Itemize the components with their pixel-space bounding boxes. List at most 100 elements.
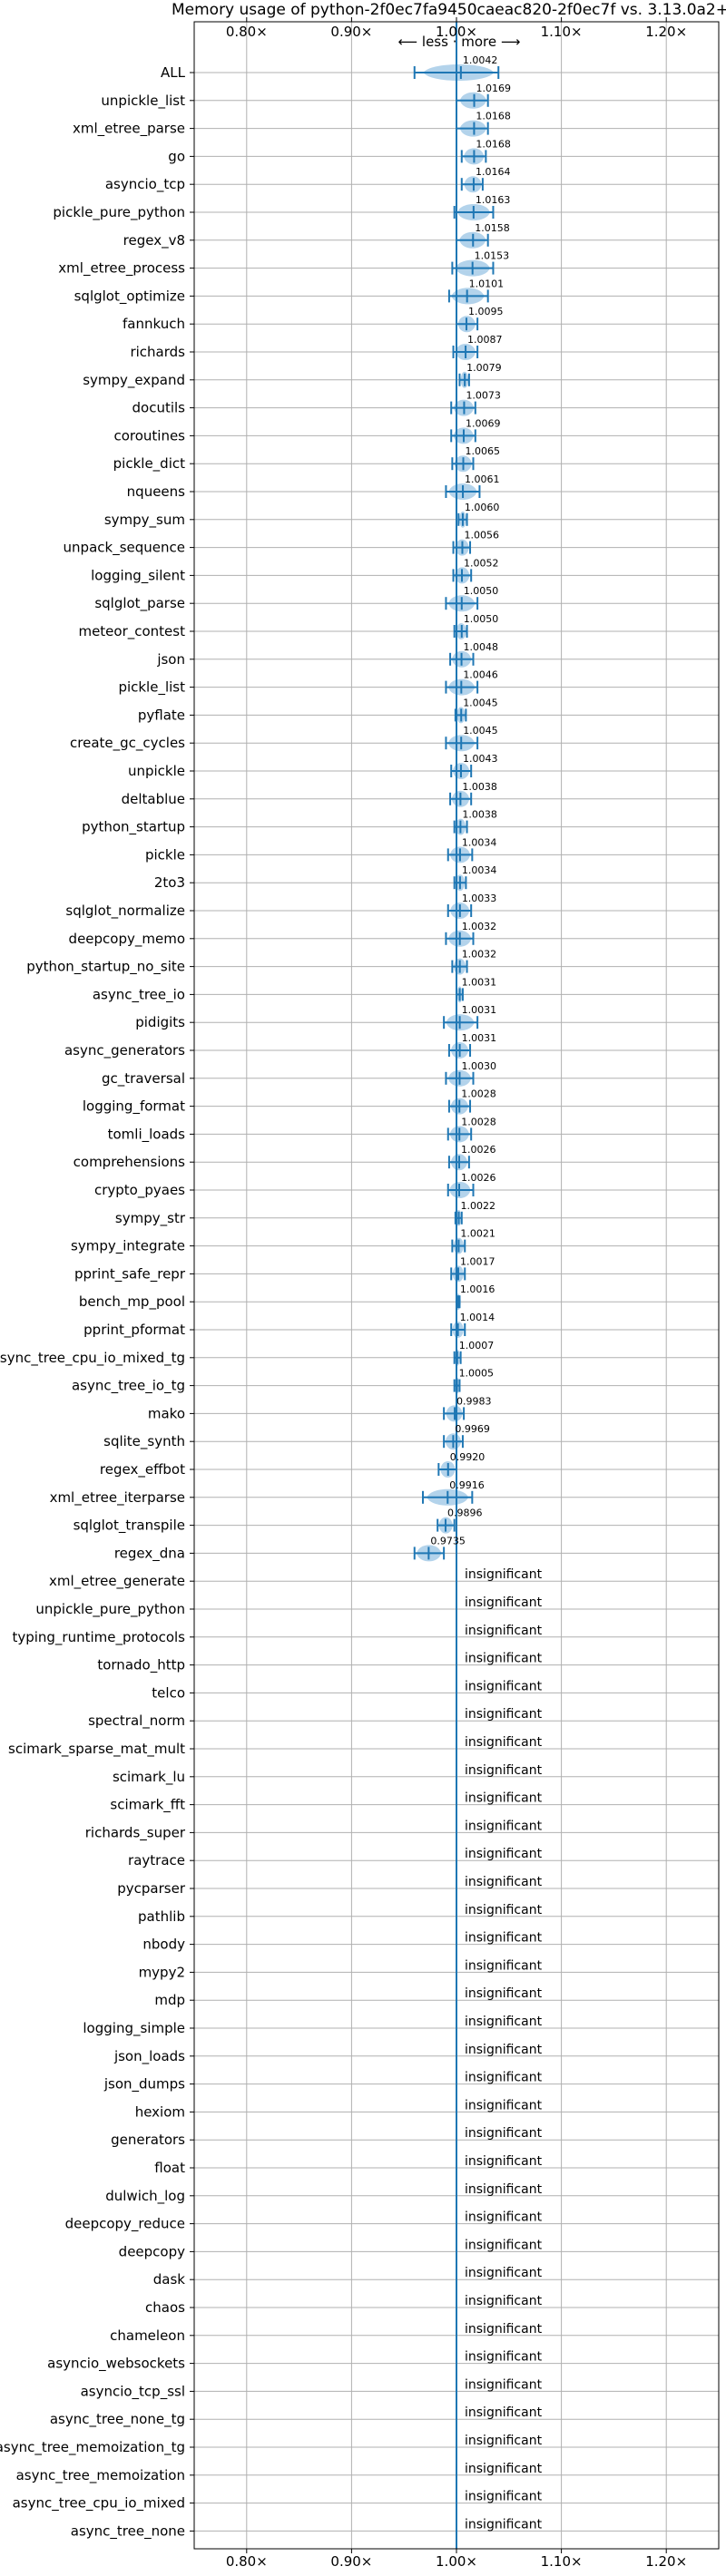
category-label: dask xyxy=(153,2271,186,2288)
insignificant-label: insignificant xyxy=(465,2490,543,2504)
value-label: 1.0046 xyxy=(463,669,498,681)
insignificant-label: insignificant xyxy=(465,2182,543,2197)
category-label: async_tree_none_tg xyxy=(50,2411,185,2428)
insignificant-label: insignificant xyxy=(465,2462,543,2476)
category-label: deepcopy xyxy=(119,2243,185,2259)
category-label: dulwich_log xyxy=(105,2188,185,2205)
value-label: 1.0056 xyxy=(464,530,499,542)
category-label: pprint_pformat xyxy=(83,1322,185,1339)
category-label: pyflate xyxy=(138,707,185,723)
value-label: 1.0050 xyxy=(464,585,499,597)
category-label: unpack_sequence xyxy=(64,540,185,557)
insignificant-label: insignificant xyxy=(465,2071,543,2085)
category-label: json_loads xyxy=(113,2048,185,2065)
value-label: 1.0169 xyxy=(476,83,512,94)
category-label: xml_etree_iterparse xyxy=(50,1489,185,1507)
category-label: async_tree_cpu_io_mixed xyxy=(13,2495,185,2513)
category-label: chameleon xyxy=(110,2327,185,2344)
x-tick-label-bottom: 0.90× xyxy=(330,2553,372,2570)
category-label: chaos xyxy=(145,2299,185,2316)
insignificant-label: insignificant xyxy=(465,2350,543,2365)
value-label: 1.0005 xyxy=(459,1368,495,1380)
category-label: create_gc_cycles xyxy=(70,735,185,752)
insignificant-label: insignificant xyxy=(465,2154,543,2169)
value-label: 1.0031 xyxy=(462,976,497,988)
value-label: 1.0045 xyxy=(463,725,498,737)
category-label: pickle_dict xyxy=(113,455,185,473)
value-label: 1.0168 xyxy=(476,111,511,122)
category-label: async_tree_io_tg xyxy=(72,1378,185,1395)
category-label: xml_etree_process xyxy=(58,260,185,278)
category-label: python_startup_no_site xyxy=(26,959,185,976)
insignificant-label: insignificant xyxy=(465,1931,543,1946)
value-label: 1.0073 xyxy=(466,390,501,402)
category-label: pycparser xyxy=(117,1880,186,1897)
category-label: richards_super xyxy=(85,1824,186,1841)
category-label: sympy_expand xyxy=(83,372,185,389)
category-label: logging_format xyxy=(83,1098,185,1116)
insignificant-label: insignificant xyxy=(465,2238,543,2252)
category-label: generators xyxy=(111,2132,185,2148)
category-label: meteor_contest xyxy=(78,623,185,640)
category-label: async_tree_cpu_io_mixed_tg xyxy=(0,1350,185,1367)
insignificant-label: insignificant xyxy=(465,2266,543,2280)
value-label: 1.0014 xyxy=(460,1312,495,1323)
insignificant-label: insignificant xyxy=(465,2377,543,2392)
category-label: xml_etree_parse xyxy=(73,121,185,138)
insignificant-label: insignificant xyxy=(465,2210,543,2225)
category-label: telco xyxy=(152,1684,185,1701)
insignificant-label: insignificant xyxy=(465,1567,543,1582)
value-label: 1.0050 xyxy=(464,613,499,625)
value-label: 1.0060 xyxy=(465,502,500,513)
value-label: 1.0017 xyxy=(460,1255,495,1267)
value-label: 1.0065 xyxy=(466,445,501,457)
plot-frame xyxy=(193,21,720,2550)
x-tick-label-top: 1.10× xyxy=(541,24,583,40)
category-label: logging_silent xyxy=(91,567,185,584)
value-label: 1.0043 xyxy=(463,753,498,765)
category-label: coroutines xyxy=(113,427,185,444)
category-label: scimark_sparse_mat_mult xyxy=(8,1741,185,1758)
category-label: tornado_http xyxy=(97,1657,185,1674)
x-tick-label-bottom: 1.20× xyxy=(645,2553,687,2570)
category-label: sympy_integrate xyxy=(71,1238,185,1255)
value-label: 0.9920 xyxy=(450,1451,486,1463)
category-label: asyncio_tcp xyxy=(105,176,185,193)
insignificant-label: insignificant xyxy=(465,1707,543,1722)
value-label: 1.0038 xyxy=(462,809,497,821)
category-label: typing_runtime_protocols xyxy=(12,1629,185,1646)
value-label: 0.9969 xyxy=(455,1423,489,1435)
insignificant-label: insignificant xyxy=(465,1595,543,1610)
x-tick-label-bottom: 1.00× xyxy=(436,2553,477,2570)
category-label: pidigits xyxy=(135,1014,185,1030)
category-label: sqlglot_transpile xyxy=(74,1517,185,1535)
value-label: 1.0030 xyxy=(461,1060,496,1072)
category-label: ALL xyxy=(161,64,186,81)
insignificant-label: insignificant xyxy=(465,2322,543,2337)
insignificant-label: insignificant xyxy=(465,1903,543,1917)
value-label: 1.0034 xyxy=(462,864,497,876)
category-label: deltablue xyxy=(122,791,185,807)
insignificant-label: insignificant xyxy=(465,2517,543,2532)
value-label: 1.0031 xyxy=(462,1004,497,1016)
value-label: 1.0052 xyxy=(464,557,499,569)
category-label: asyncio_websockets xyxy=(47,2356,185,2373)
insignificant-label: insignificant xyxy=(465,1958,543,1973)
category-label: sqlite_synth xyxy=(103,1433,185,1450)
insignificant-label: insignificant xyxy=(465,2405,543,2420)
insignificant-label: insignificant xyxy=(465,2126,543,2141)
value-label: 1.0095 xyxy=(468,306,504,317)
category-label: async_tree_none xyxy=(71,2522,185,2540)
category-label: unpickle_pure_python xyxy=(35,1601,185,1618)
value-label: 1.0042 xyxy=(463,54,498,66)
category-label: bench_mp_pool xyxy=(79,1293,185,1311)
value-label: 0.9916 xyxy=(449,1479,485,1491)
category-label: json_dumps xyxy=(103,2076,185,2093)
value-label: 1.0061 xyxy=(465,473,500,485)
value-label: 1.0087 xyxy=(467,334,503,346)
category-label: 2to3 xyxy=(154,874,185,891)
category-label: scimark_fft xyxy=(110,1797,185,1814)
category-label: raytrace xyxy=(128,1852,185,1869)
value-label: 1.0034 xyxy=(462,836,497,848)
chart-title: Memory usage of python-2f0ec7fa9450caeac… xyxy=(172,1,726,19)
